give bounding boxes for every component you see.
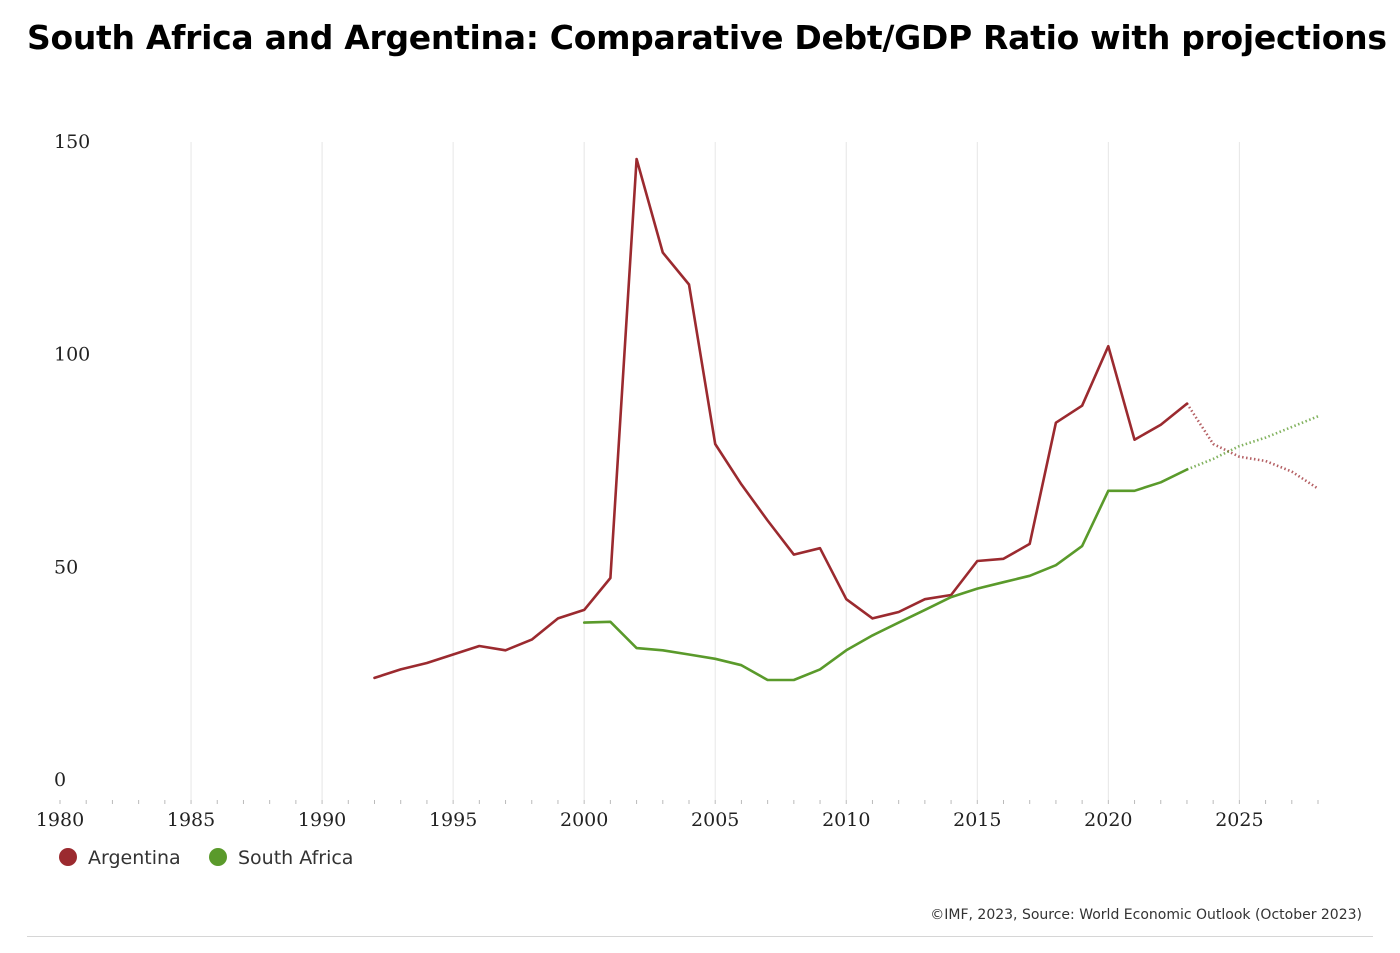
x-tick-label: 2025 — [1215, 809, 1263, 831]
legend-label-south-africa: South Africa — [238, 847, 353, 869]
bottom-divider — [27, 936, 1373, 937]
x-tick-label: 1985 — [167, 809, 215, 831]
x-tick-label: 1980 — [36, 809, 84, 831]
x-tick-label: 2015 — [953, 809, 1001, 831]
series-projection-argentina — [1185, 402, 1319, 490]
x-tick-label: 2005 — [691, 809, 739, 831]
legend-marker-south-africa — [209, 848, 227, 866]
legend-label-argentina: Argentina — [88, 847, 181, 869]
legend-marker-argentina — [59, 848, 77, 866]
y-tick-label: 0 — [54, 769, 66, 791]
x-tick-label: 2020 — [1084, 809, 1132, 831]
series-line-south-africa — [582, 468, 1189, 682]
series-projection-south-africa — [1186, 415, 1319, 471]
y-tick-label: 50 — [54, 556, 78, 578]
series-line-argentina — [373, 157, 1189, 680]
series-layer — [373, 157, 1319, 682]
legend: Argentina South Africa — [59, 847, 353, 869]
y-tick-label: 150 — [54, 131, 90, 153]
x-tick-label: 2010 — [822, 809, 870, 831]
x-tick-label: 2000 — [560, 809, 608, 831]
y-axis: 0 50 100 150 — [54, 131, 90, 791]
x-tick-label: 1990 — [298, 809, 346, 831]
x-axis: 1980 1985 1990 1995 2000 2005 2010 2015 2020 2025 — [36, 809, 1264, 831]
x-minor-ticks — [59, 800, 1319, 804]
chart-title: South Africa and Argentina: Comparative … — [27, 18, 1387, 57]
y-tick-label: 100 — [54, 344, 90, 366]
source-note: ©IMF, 2023, Source: World Economic Outlo… — [930, 907, 1362, 923]
x-tick-label: 1995 — [429, 809, 477, 831]
gridlines — [190, 142, 1240, 800]
